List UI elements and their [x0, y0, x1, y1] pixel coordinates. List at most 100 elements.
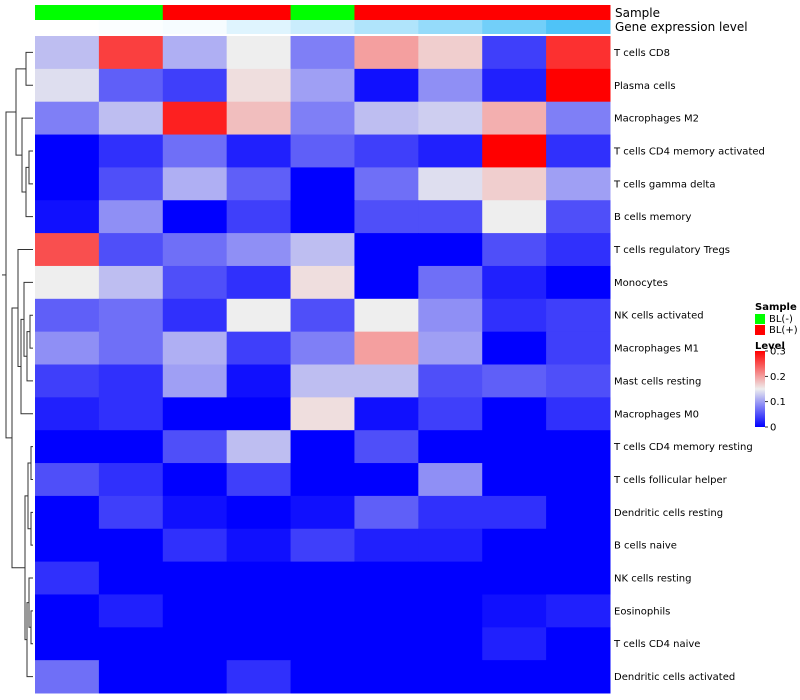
heatmap-cell	[482, 167, 547, 201]
row-label: T cells CD4 memory activated	[613, 146, 765, 157]
heatmap-cell	[546, 167, 611, 201]
row-label: Eosinophils	[614, 606, 670, 617]
row-label: T cells CD8	[613, 48, 670, 59]
heatmap-cell	[98, 561, 164, 595]
row-label: T cells regulatory Tregs	[613, 245, 730, 256]
heatmap-cell	[546, 594, 611, 628]
heatmap-cell	[546, 364, 611, 398]
row-label: B cells memory	[614, 212, 691, 223]
row-label: Dendritic cells resting	[614, 508, 723, 519]
heatmap-cell	[482, 397, 547, 431]
heatmap-cell	[98, 627, 164, 661]
row-label: T cells CD4 memory resting	[613, 442, 753, 453]
expression-track-cell	[546, 20, 611, 34]
dendrogram-branch	[28, 150, 33, 185]
heatmap-cell	[354, 101, 419, 136]
annotation-tracks	[35, 5, 611, 34]
dendrogram-branch	[17, 249, 33, 368]
heatmap-cell	[482, 594, 547, 628]
heatmap-cell	[482, 495, 547, 530]
row-label: B cells naive	[614, 541, 677, 552]
colorbar-tick-label: 0.1	[770, 397, 786, 408]
heatmap-cell	[354, 36, 419, 70]
heatmap-cell	[290, 660, 355, 694]
heatmap-cell	[546, 134, 611, 168]
heatmap-cell	[98, 265, 164, 300]
heatmap-cell	[354, 397, 419, 431]
heatmap-cell	[482, 561, 547, 595]
heatmap-cell	[290, 167, 355, 201]
heatmap-cell	[226, 463, 292, 497]
heatmap-cell	[482, 265, 547, 300]
heatmap-cell	[35, 200, 100, 234]
dendrogram-branch	[26, 331, 33, 382]
heatmap-cell	[162, 364, 228, 398]
heatmap-cell	[290, 101, 355, 136]
heatmap-cell	[354, 528, 419, 563]
heatmap-cell	[162, 298, 228, 333]
colorbar-tick-label: 0.2	[770, 372, 786, 383]
dendrogram-branch	[26, 602, 33, 678]
heatmap-cell	[290, 594, 355, 628]
heatmap-cell	[35, 528, 100, 563]
heatmap-cell	[226, 331, 292, 365]
dendrogram-branch	[5, 111, 16, 439]
heatmap-cell	[354, 660, 419, 694]
heatmap-cell	[226, 660, 292, 694]
heatmap-cell	[290, 627, 355, 661]
heatmap-cell	[226, 495, 292, 530]
dendrogram-branch	[30, 511, 33, 546]
row-label: T cells follicular helper	[613, 475, 728, 486]
dendrogram-branch	[28, 577, 33, 628]
heatmap-cell	[162, 430, 228, 464]
heatmap-cell	[226, 167, 292, 201]
heatmap-cell	[290, 430, 355, 464]
heatmap-cell	[418, 200, 483, 234]
heatmap-cell	[546, 298, 611, 333]
heatmap-cell	[35, 101, 100, 136]
heatmap-cell	[162, 167, 228, 201]
heatmap-cell	[226, 36, 292, 70]
row-label: Macrophages M2	[614, 114, 699, 125]
heatmap-cell	[35, 660, 100, 694]
heatmap-cell	[546, 495, 611, 530]
heatmap-cell	[290, 134, 355, 168]
dendrogram-branch	[25, 51, 33, 86]
sample-track-cell	[290, 5, 355, 20]
heatmap-cell	[546, 331, 611, 365]
heatmap-cell	[418, 660, 483, 694]
legend-label: BL(-)	[769, 314, 793, 325]
heatmap-cell	[162, 627, 228, 661]
sample-track-cell	[35, 5, 100, 20]
heatmap-cell	[162, 495, 228, 530]
row-label: T cells gamma delta	[613, 179, 715, 190]
heatmap-cell	[418, 265, 483, 300]
heatmap-cell	[98, 430, 164, 464]
heatmap-cell	[418, 561, 483, 595]
heatmap-cell	[546, 528, 611, 563]
heatmap-cell	[418, 331, 483, 365]
row-label: Plasma cells	[614, 81, 676, 92]
heatmap-cell	[418, 167, 483, 201]
sample-track-cell	[418, 5, 483, 20]
heatmap-cell	[290, 364, 355, 398]
heatmap-cell	[482, 660, 547, 694]
heatmap-cell	[546, 397, 611, 431]
level-colorbar	[755, 351, 765, 427]
heatmap-cell	[290, 36, 355, 70]
dendrogram-branch	[30, 610, 33, 645]
legend-sample-title: Sample	[755, 302, 797, 313]
heatmap-cell	[35, 68, 100, 103]
heatmap-cells	[35, 36, 611, 694]
heatmap-cell	[162, 265, 228, 300]
heatmap-cell	[482, 200, 547, 234]
heatmap-cell	[162, 397, 228, 431]
row-labels: T cells CD8 Plasma cells Macrophages M2 T c…	[613, 48, 765, 683]
heatmap-cell	[226, 200, 292, 234]
heatmap-cell	[546, 36, 611, 70]
heatmap-cell	[290, 68, 355, 103]
heatmap-cell	[290, 331, 355, 365]
dendrogram-branch	[23, 281, 33, 357]
heatmap-cell	[546, 68, 611, 103]
sample-track-cell	[98, 5, 164, 20]
